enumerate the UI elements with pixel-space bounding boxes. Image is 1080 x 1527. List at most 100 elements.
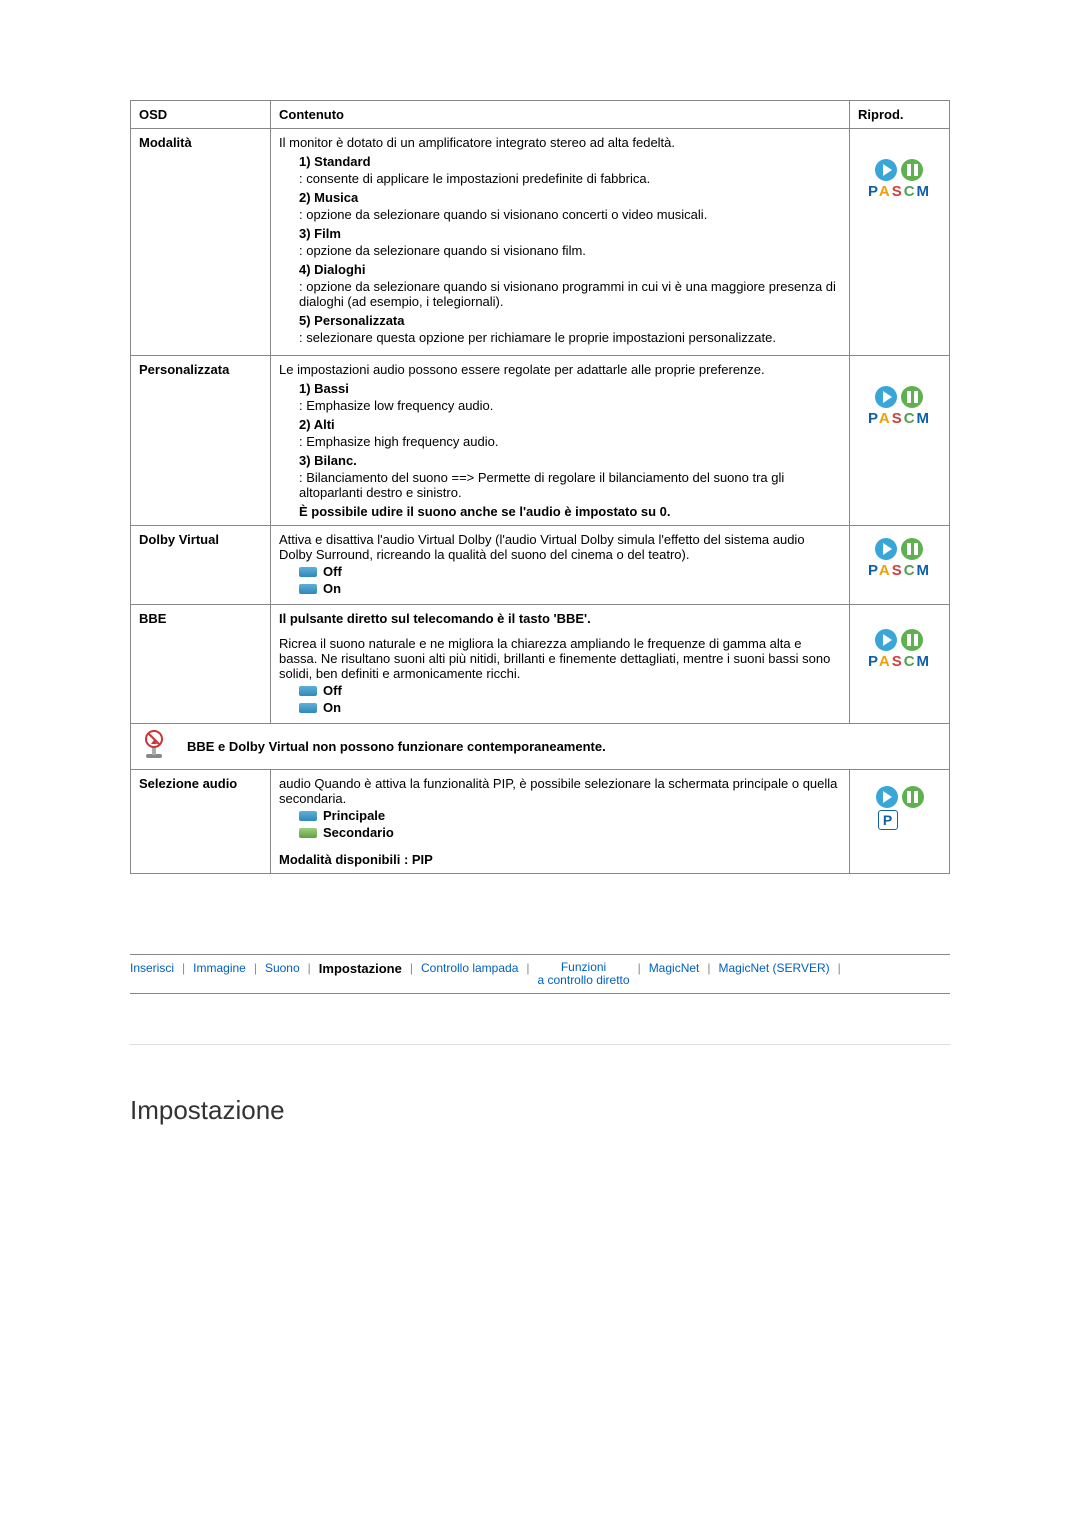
pause-icon — [902, 786, 924, 808]
row-label-bbe: BBE — [131, 605, 271, 724]
option-on: On — [323, 700, 341, 715]
divider — [130, 1044, 950, 1045]
section-title-impostazione: Impostazione — [130, 1095, 950, 1126]
sub-heading: 5) Personalizzata — [279, 313, 841, 328]
option-principale: Principale — [323, 808, 385, 823]
nav-impostazione[interactable]: Impostazione — [319, 961, 402, 976]
nav-immagine[interactable]: Immagine — [193, 961, 246, 975]
text: Le impostazioni audio possono essere reg… — [279, 362, 765, 377]
sub-heading: 4) Dialoghi — [279, 262, 841, 277]
sub-desc: : selezionare questa opzione per richiam… — [299, 330, 841, 345]
pascm-icon: P — [876, 786, 924, 830]
sub-desc: : consente di applicare le impostazioni … — [299, 171, 841, 186]
nav-sub-line: a controllo diretto — [538, 974, 630, 987]
play-icon — [875, 386, 897, 408]
nav-magicnet-server[interactable]: MagicNet (SERVER) — [719, 961, 830, 975]
riprod-cell: PASCM — [850, 356, 950, 526]
row-label-selezione: Selezione audio — [131, 770, 271, 874]
option-off: Off — [323, 564, 342, 579]
riprod-cell: PASCM — [850, 526, 950, 605]
row-label-dolby: Dolby Virtual — [131, 526, 271, 605]
pause-icon — [901, 386, 923, 408]
text: Ricrea il suono naturale e ne migliora l… — [279, 636, 830, 681]
text: Il monitor è dotato di un amplificatore … — [279, 135, 675, 150]
sub-desc: : Emphasize low frequency audio. — [299, 398, 841, 413]
play-icon — [876, 786, 898, 808]
separator-icon: | — [707, 961, 710, 975]
separator-icon: | — [254, 961, 257, 975]
sub-desc: : Emphasize high frequency audio. — [299, 434, 841, 449]
row-content-bbe: Il pulsante diretto sul telecomando è il… — [271, 605, 850, 724]
separator-icon: | — [410, 961, 413, 975]
modes-available: Modalità disponibili : PIP — [279, 852, 433, 867]
header-contenuto: Contenuto — [271, 101, 850, 129]
row-content-selezione: audio Quando è attiva la funzionalità PI… — [271, 770, 850, 874]
riprod-cell: PASCM — [850, 605, 950, 724]
row-content-dolby: Attiva e disattiva l'audio Virtual Dolby… — [271, 526, 850, 605]
row-label-personalizzata: Personalizzata — [131, 356, 271, 526]
pascm-letters: PASCM — [868, 562, 931, 579]
table-row: Dolby Virtual Attiva e disattiva l'audio… — [131, 526, 950, 605]
pause-icon — [901, 538, 923, 560]
sub-heading: 3) Bilanc. — [279, 453, 841, 468]
option-on: On — [323, 581, 341, 596]
text: Attiva e disattiva l'audio Virtual Dolby… — [279, 532, 805, 562]
option-icon — [299, 686, 317, 696]
table-row: Personalizzata Le impostazioni audio pos… — [131, 356, 950, 526]
note-row: BBE e Dolby Virtual non possono funziona… — [131, 724, 950, 770]
note-bold: È possibile udire il suono anche se l'au… — [279, 504, 841, 519]
row-content-personalizzata: Le impostazioni audio possono essere reg… — [271, 356, 850, 526]
nav-funzioni-controllo[interactable]: Funzioni a controllo diretto — [538, 961, 630, 987]
separator-icon: | — [638, 961, 641, 975]
sub-heading: 3) Film — [279, 226, 841, 241]
sub-desc: : opzione da selezionare quando si visio… — [299, 279, 841, 309]
sub-desc: : opzione da selezionare quando si visio… — [299, 243, 841, 258]
audio-settings-table: OSD Contenuto Riprod. Modalità Il monito… — [130, 100, 950, 874]
note-text: BBE e Dolby Virtual non possono funziona… — [187, 739, 606, 754]
pascm-icon: PASCM — [868, 159, 931, 200]
option-icon — [299, 828, 317, 838]
sub-heading: 1) Bassi — [279, 381, 841, 396]
section-nav: Inserisci | Immagine | Suono | Impostazi… — [130, 954, 950, 994]
table-row: Modalità Il monitor è dotato di un ampli… — [131, 129, 950, 356]
separator-icon: | — [526, 961, 529, 975]
riprod-cell: PASCM — [850, 129, 950, 356]
play-icon — [875, 538, 897, 560]
sub-desc: : Bilanciamento del suono ==> Permette d… — [299, 470, 841, 500]
bold-intro: Il pulsante diretto sul telecomando è il… — [279, 611, 591, 626]
row-content-modalita: Il monitor è dotato di un amplificatore … — [271, 129, 850, 356]
pascm-icon: PASCM — [868, 386, 931, 427]
separator-icon: | — [308, 961, 311, 975]
table-row: BBE Il pulsante diretto sul telecomando … — [131, 605, 950, 724]
pause-icon — [901, 159, 923, 181]
separator-icon: | — [838, 961, 841, 975]
riprod-cell: P — [850, 770, 950, 874]
sub-heading: 2) Musica — [279, 190, 841, 205]
row-label-modalita: Modalità — [131, 129, 271, 356]
separator-icon: | — [182, 961, 185, 975]
pascm-letters: PASCM — [868, 410, 931, 427]
sub-desc: : opzione da selezionare quando si visio… — [299, 207, 841, 222]
p-badge-icon: P — [878, 810, 898, 830]
option-icon — [299, 703, 317, 713]
nav-controllo-lampada[interactable]: Controllo lampada — [421, 961, 518, 975]
warning-icon — [139, 730, 169, 763]
pascm-letters: PASCM — [868, 653, 931, 670]
pascm-letters: PASCM — [868, 183, 931, 200]
pause-icon — [901, 629, 923, 651]
nav-magicnet[interactable]: MagicNet — [649, 961, 700, 975]
play-icon — [875, 159, 897, 181]
header-riprod: Riprod. — [850, 101, 950, 129]
header-osd: OSD — [131, 101, 271, 129]
sub-heading: 1) Standard — [279, 154, 841, 169]
pascm-icon: PASCM — [868, 538, 931, 579]
play-icon — [875, 629, 897, 651]
option-icon — [299, 811, 317, 821]
nav-suono[interactable]: Suono — [265, 961, 300, 975]
table-row: Selezione audio audio Quando è attiva la… — [131, 770, 950, 874]
text: audio Quando è attiva la funzionalità PI… — [279, 776, 837, 806]
option-secondario: Secondario — [323, 825, 394, 840]
nav-inserisci[interactable]: Inserisci — [130, 961, 174, 975]
pascm-icon: PASCM — [868, 629, 931, 670]
sub-heading: 2) Alti — [279, 417, 841, 432]
